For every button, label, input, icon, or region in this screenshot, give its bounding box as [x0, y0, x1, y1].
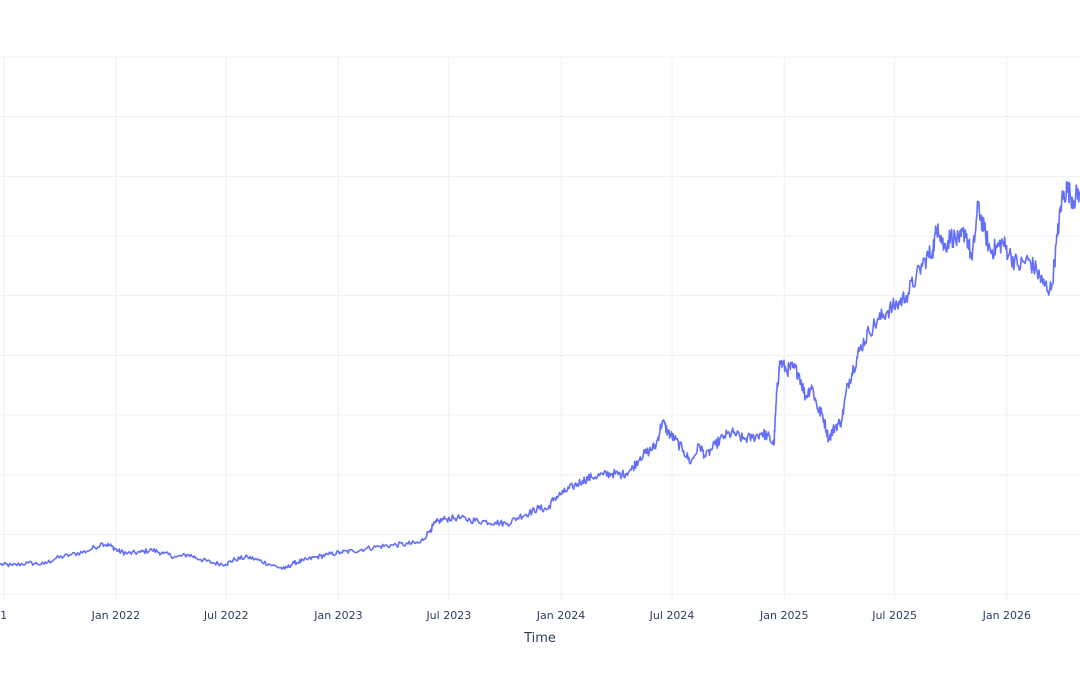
x-tick-label: Jan 2026 — [982, 609, 1031, 622]
x-axis-ticks: 1 Jan 2022 Jul 2022 Jan 2023 Jul 2023 Jan 202… — [0, 609, 1031, 622]
x-tick-label: Jan 2025 — [759, 609, 808, 622]
gridlines — [0, 56, 1080, 600]
x-tick-label: Jul 2023 — [425, 609, 471, 622]
x-axis-title: Time — [523, 631, 556, 646]
x-tick-label: Jul 2025 — [871, 609, 917, 622]
x-tick-label: Jan 2022 — [91, 609, 140, 622]
x-tick-label: Jul 2022 — [203, 609, 249, 622]
x-tick-label: Jan 2024 — [536, 609, 585, 622]
x-tick-label: Jan 2023 — [313, 609, 362, 622]
plot-area — [0, 180, 1080, 570]
series-line — [0, 180, 1080, 570]
x-tick-label: 1 — [0, 609, 7, 622]
x-tick-label: Jul 2024 — [649, 609, 695, 622]
